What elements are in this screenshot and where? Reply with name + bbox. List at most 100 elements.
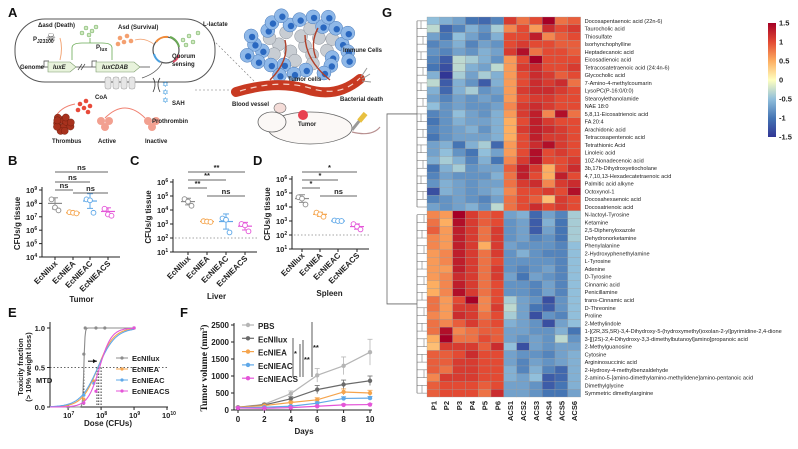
heatmap-cell — [529, 16, 543, 25]
heatmap-cell — [503, 32, 517, 41]
heatmap-cell — [554, 195, 568, 204]
x-axis-label: Days — [294, 427, 314, 436]
prothrombin-label: Prothrombin — [152, 119, 188, 125]
heatmap-cell — [567, 210, 581, 219]
heatmap-cell — [567, 319, 581, 328]
heatmap-cell — [567, 171, 581, 181]
heatmap-cell — [439, 171, 453, 181]
heatmap-cell — [478, 16, 492, 25]
heatmap-cell — [439, 125, 453, 134]
heatmap-cell — [490, 202, 504, 212]
column-label: ACS3 — [532, 401, 541, 421]
heatmap-cell — [426, 24, 440, 33]
heatmap-cell — [490, 125, 504, 134]
significance-label: ns — [60, 181, 69, 190]
x-tick-label: 10 — [366, 415, 375, 424]
heatmap-cell — [542, 55, 556, 64]
heatmap-cell — [465, 218, 479, 227]
data-point — [367, 350, 373, 355]
coa-dot — [87, 103, 93, 109]
heatmap-cell — [490, 311, 504, 320]
row-label: Stearoylethanolamide — [585, 96, 639, 102]
heatmap-cell — [567, 218, 581, 227]
heatmap-cell — [478, 218, 492, 227]
data-point — [367, 402, 373, 407]
heatmap-cell — [529, 288, 543, 297]
heatmap-cell — [516, 342, 530, 351]
heatmap-cell — [465, 288, 479, 297]
data-point — [341, 363, 346, 368]
data-point — [341, 396, 346, 401]
x-tick-label-exp: 7 — [71, 411, 74, 417]
heatmap-cell — [529, 280, 543, 289]
heatmap-cell — [567, 288, 581, 297]
death-label: Δasd (Death) — [38, 23, 75, 29]
heatmap-cell — [529, 358, 543, 367]
panel-label-g: G — [382, 5, 392, 20]
heatmap-cell — [465, 86, 479, 95]
heatmap-cell — [503, 40, 517, 49]
heatmap-cell — [529, 24, 543, 33]
heatmap-cell — [439, 102, 453, 111]
heatmap-cell — [439, 257, 453, 266]
promoter-j23100-exp: J23100 — [37, 39, 54, 45]
heatmap-cell — [490, 257, 504, 266]
heatmap-cell — [439, 373, 453, 382]
heatmap-cell — [426, 249, 440, 258]
x-tick-label-base: 10 — [96, 411, 104, 420]
heatmap-cell — [542, 358, 556, 367]
y-tick-label-base: 10 — [276, 175, 284, 184]
heatmap-cell — [439, 334, 453, 343]
heatmap-cell — [478, 140, 492, 149]
sah-molecule-icon: ✡ — [162, 88, 169, 97]
heatmap-cell — [490, 133, 504, 142]
heatmap-cell — [516, 280, 530, 289]
heatmap-cell — [567, 350, 581, 359]
heatmap-cell — [516, 303, 530, 312]
y-tick-label-base: 10 — [276, 245, 284, 254]
heatmap-cell — [554, 125, 568, 134]
x-tick-label: 0 — [236, 415, 241, 424]
significance-label: ** — [204, 171, 210, 180]
data-point — [94, 389, 98, 393]
thrombus-cell — [53, 116, 62, 125]
heatmap-cell — [516, 164, 530, 173]
heatmap-cell — [452, 365, 466, 374]
y-tick-label-exp: 9 — [34, 186, 37, 192]
promoter-lux-exp: lux — [100, 47, 107, 53]
heatmap-cell — [542, 24, 556, 33]
y-tick-label-base: 10 — [26, 199, 34, 208]
x-tick-label: 109 — [129, 411, 140, 420]
heatmap-cell — [554, 303, 568, 312]
heatmap-cell — [478, 381, 492, 390]
dead-bacteria — [360, 67, 372, 83]
heatmap-cell — [426, 102, 440, 111]
heatmap-cell — [529, 109, 543, 118]
heatmap-cell — [426, 350, 440, 359]
heatmap-cell — [426, 233, 440, 243]
heatmap-cell — [529, 233, 543, 243]
heatmap-cell — [529, 148, 543, 157]
heatmap-cell — [465, 296, 479, 305]
immune-cell-nucleus — [346, 58, 353, 65]
heatmap-cell — [465, 365, 479, 374]
heatmap-cell — [426, 55, 440, 64]
y-tick-label-exp: 6 — [165, 178, 168, 184]
significance-label: ns — [68, 173, 77, 182]
data-point — [315, 401, 320, 406]
heatmap-cell — [426, 133, 440, 142]
heatmap-cell — [465, 195, 479, 204]
heatmap-cell — [503, 156, 517, 165]
heatmap-cell — [490, 334, 504, 343]
heatmap-cell — [503, 311, 517, 320]
immune-cell-nucleus — [248, 33, 256, 41]
heatmap-cell — [542, 381, 556, 390]
heatmap-cell — [529, 265, 543, 274]
heatmap-cell — [529, 187, 543, 196]
heatmap-cell — [452, 24, 466, 33]
heatmap-cell — [529, 102, 543, 111]
heatmap-cell — [503, 249, 517, 258]
heatmap-cell — [478, 133, 492, 142]
coa-label: CoA — [95, 95, 108, 101]
